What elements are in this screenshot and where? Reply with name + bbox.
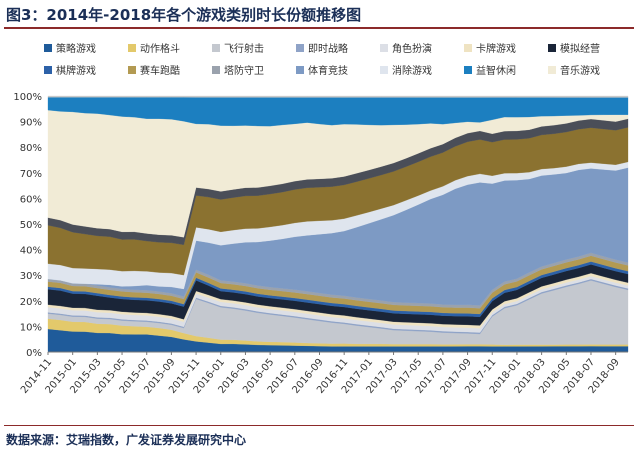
area-series-layer-16 [47, 95, 629, 98]
legend-swatch [212, 66, 220, 74]
legend-swatch [464, 66, 472, 74]
legend-swatch [44, 66, 52, 74]
chart-title: 图3：2014年-2018年各个游戏类别时长份额推移图 [6, 6, 362, 24]
legend-swatch [380, 44, 388, 52]
y-tick-label: 50% [20, 220, 42, 231]
legend-swatch [212, 44, 220, 52]
legend-swatch [464, 44, 472, 52]
legend-label: 模拟经营 [560, 42, 600, 55]
legend-label: 体育竞技 [308, 64, 348, 77]
legend-swatch [380, 66, 388, 74]
y-tick-label: 40% [20, 246, 42, 257]
legend-label: 飞行射击 [224, 42, 264, 55]
legend-swatch [296, 44, 304, 52]
y-tick-label: 0% [26, 348, 42, 359]
y-tick-label: 70% [20, 169, 42, 180]
legend-label: 卡牌游戏 [476, 42, 516, 55]
plot-area [47, 95, 629, 353]
legend-label: 赛车跑酷 [140, 64, 180, 77]
legend-label: 益智休闲 [476, 64, 516, 77]
legend-label: 消除游戏 [392, 64, 432, 77]
x-axis: 2014-112015-012015-032015-052015-072015-… [19, 352, 622, 396]
legend-label: 动作格斗 [140, 42, 180, 55]
y-tick-label: 10% [20, 322, 42, 333]
legend-swatch [548, 44, 556, 52]
y-axis: 0% 10% 20% 30% 40% 50% 60% 70% 80% 90% 100% [13, 92, 42, 359]
legend-label: 即时战略 [308, 42, 348, 55]
source-note: 数据来源：艾瑞指数，广发证券发展研究中心 [6, 433, 247, 447]
legend-label: 音乐游戏 [560, 64, 600, 77]
legend-swatch [548, 66, 556, 74]
y-tick-label: 60% [20, 194, 42, 205]
legend-label: 角色扮演 [392, 42, 432, 55]
legend-label: 塔防守卫 [224, 64, 264, 77]
legend-swatch [296, 66, 304, 74]
source-divider [4, 425, 634, 426]
legend-label: 策略游戏 [56, 42, 96, 55]
y-tick-label: 20% [20, 297, 42, 308]
y-tick-label: 80% [20, 143, 42, 154]
legend-swatch [128, 44, 136, 52]
y-tick-label: 30% [20, 271, 42, 282]
y-tick-label: 100% [13, 92, 42, 103]
title-divider [4, 27, 634, 29]
legend-swatch [44, 44, 52, 52]
y-tick-label: 90% [20, 118, 42, 129]
legend-label: 棋牌游戏 [56, 64, 96, 77]
legend-swatch [128, 66, 136, 74]
